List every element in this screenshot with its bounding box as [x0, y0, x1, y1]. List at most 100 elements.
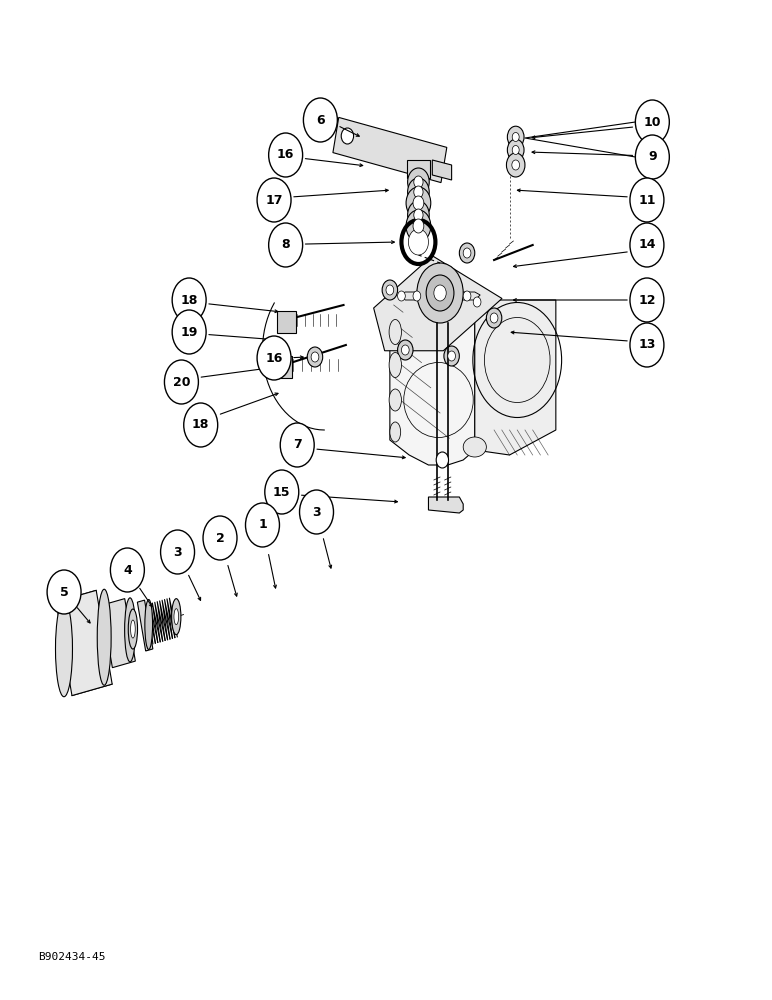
Ellipse shape [124, 598, 135, 662]
FancyBboxPatch shape [277, 311, 296, 333]
FancyBboxPatch shape [273, 356, 292, 378]
Text: 16: 16 [266, 352, 283, 364]
Circle shape [413, 291, 421, 301]
Circle shape [386, 285, 394, 295]
Text: 1: 1 [258, 518, 267, 532]
Circle shape [444, 346, 459, 366]
Text: 20: 20 [173, 375, 190, 388]
Circle shape [408, 178, 429, 206]
Circle shape [408, 229, 428, 255]
Polygon shape [432, 160, 452, 180]
Circle shape [506, 153, 525, 177]
Polygon shape [374, 256, 502, 351]
Circle shape [414, 186, 423, 198]
Polygon shape [333, 117, 447, 183]
Text: 4: 4 [123, 564, 132, 576]
Polygon shape [102, 599, 135, 668]
Circle shape [408, 168, 429, 196]
Text: 17: 17 [266, 194, 283, 207]
Circle shape [507, 126, 524, 148]
Text: 12: 12 [638, 294, 655, 306]
Circle shape [164, 360, 198, 404]
Circle shape [398, 340, 413, 360]
Text: 15: 15 [273, 486, 290, 498]
Text: 16: 16 [277, 148, 294, 161]
Circle shape [512, 145, 519, 154]
Circle shape [398, 291, 405, 301]
Text: 11: 11 [638, 194, 655, 207]
Text: 2: 2 [215, 532, 225, 544]
Circle shape [507, 139, 524, 161]
Ellipse shape [128, 609, 137, 649]
Circle shape [490, 313, 498, 323]
Polygon shape [390, 290, 494, 312]
Circle shape [448, 351, 455, 361]
Polygon shape [428, 497, 463, 513]
Circle shape [436, 452, 449, 468]
Ellipse shape [97, 589, 111, 685]
Ellipse shape [130, 620, 135, 638]
Text: 13: 13 [638, 338, 655, 352]
Circle shape [172, 310, 206, 354]
Circle shape [300, 490, 334, 534]
Circle shape [630, 178, 664, 222]
Circle shape [184, 403, 218, 447]
Circle shape [172, 278, 206, 322]
Circle shape [630, 223, 664, 267]
Circle shape [382, 280, 398, 300]
Text: 18: 18 [181, 294, 198, 306]
Circle shape [307, 347, 323, 367]
Circle shape [408, 201, 429, 229]
Ellipse shape [389, 320, 401, 344]
Circle shape [635, 100, 669, 144]
Circle shape [401, 345, 409, 355]
Polygon shape [137, 600, 153, 651]
Circle shape [269, 133, 303, 177]
Circle shape [311, 352, 319, 362]
Ellipse shape [174, 609, 178, 625]
Ellipse shape [463, 437, 486, 457]
Text: 9: 9 [648, 150, 657, 163]
Circle shape [463, 291, 471, 301]
Text: 6: 6 [316, 113, 325, 126]
Ellipse shape [389, 353, 401, 377]
Circle shape [47, 570, 81, 614]
Circle shape [110, 548, 144, 592]
Circle shape [463, 248, 471, 258]
Ellipse shape [56, 601, 73, 697]
Circle shape [413, 196, 424, 210]
Text: 8: 8 [281, 238, 290, 251]
FancyBboxPatch shape [407, 160, 430, 178]
Circle shape [635, 135, 669, 179]
Circle shape [265, 470, 299, 514]
Circle shape [417, 263, 463, 323]
Circle shape [630, 323, 664, 367]
Circle shape [406, 210, 431, 242]
Polygon shape [390, 300, 475, 465]
Text: 7: 7 [293, 438, 302, 452]
Circle shape [486, 308, 502, 328]
Circle shape [303, 98, 337, 142]
Text: 14: 14 [638, 238, 655, 251]
Circle shape [406, 187, 431, 219]
Circle shape [473, 297, 481, 307]
Text: 3: 3 [312, 506, 321, 518]
Circle shape [341, 128, 354, 144]
Text: 19: 19 [181, 326, 198, 338]
Ellipse shape [171, 599, 181, 635]
Circle shape [630, 278, 664, 322]
Circle shape [434, 285, 446, 301]
Text: 3: 3 [173, 546, 182, 558]
Ellipse shape [389, 389, 401, 411]
Circle shape [414, 176, 423, 188]
Circle shape [257, 178, 291, 222]
Circle shape [512, 160, 520, 170]
Ellipse shape [390, 422, 401, 442]
Polygon shape [56, 590, 112, 696]
Polygon shape [475, 300, 556, 455]
Circle shape [203, 516, 237, 560]
Circle shape [269, 223, 303, 267]
Circle shape [161, 530, 195, 574]
Circle shape [245, 503, 279, 547]
Text: 5: 5 [59, 585, 69, 598]
